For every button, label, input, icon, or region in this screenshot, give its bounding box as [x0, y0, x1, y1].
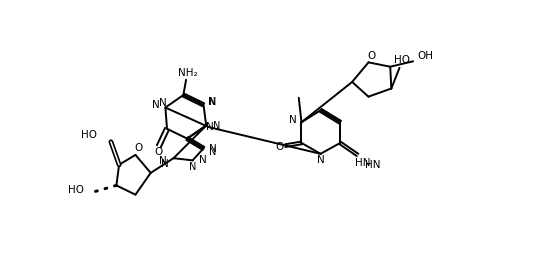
Text: HO: HO — [68, 185, 84, 195]
Text: HN: HN — [355, 158, 371, 167]
Text: N: N — [161, 159, 169, 169]
Text: HO: HO — [394, 55, 410, 65]
Text: HO: HO — [81, 130, 98, 140]
Text: O: O — [134, 143, 142, 153]
Text: N: N — [209, 97, 216, 107]
Text: O: O — [275, 142, 284, 152]
Text: NH₂: NH₂ — [178, 68, 198, 78]
Text: N: N — [189, 162, 196, 172]
Text: OH: OH — [417, 51, 433, 61]
Text: N: N — [209, 144, 217, 155]
Text: O: O — [367, 51, 375, 61]
Text: N: N — [289, 114, 297, 125]
Text: N: N — [213, 120, 220, 131]
Text: N: N — [159, 156, 167, 166]
Text: N: N — [208, 97, 216, 107]
Text: N: N — [206, 122, 214, 132]
Text: N: N — [209, 147, 216, 157]
Text: O: O — [155, 147, 163, 157]
Text: N: N — [317, 155, 325, 165]
Text: HN: HN — [365, 160, 381, 170]
Text: N: N — [152, 100, 160, 110]
Text: N: N — [199, 155, 207, 165]
Text: N: N — [159, 98, 167, 108]
